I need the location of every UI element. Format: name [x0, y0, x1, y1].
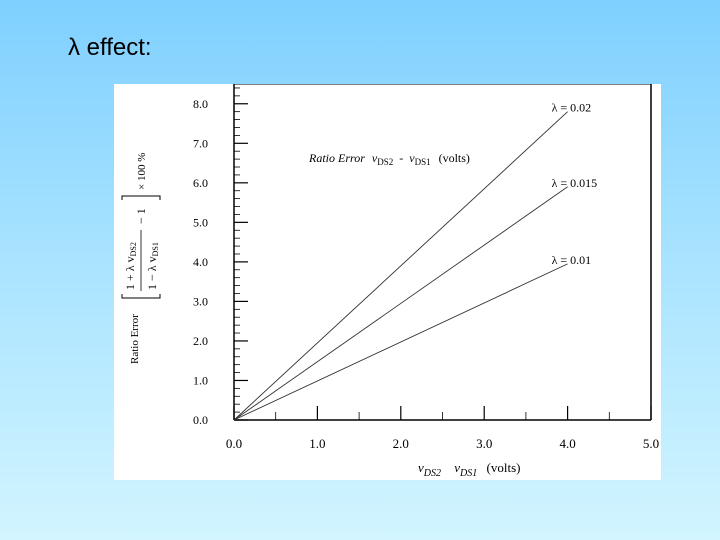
annotation-v1: v	[372, 151, 378, 165]
slide-title: λ effect:	[68, 34, 152, 61]
ylabel-den-sub: DS1	[151, 242, 160, 256]
ylabel-bracket-left	[121, 294, 161, 299]
ylabel-minus-one: − 1	[134, 208, 148, 224]
annotation-v1-sub: DS2	[377, 157, 393, 167]
x-tick-label: 2.0	[393, 436, 409, 451]
series-label-2: λ = 0.015	[552, 176, 598, 190]
x-tick-label: 4.0	[559, 436, 575, 451]
annotation-main: Ratio Error	[308, 151, 365, 165]
y-tick-label: 2.0	[193, 334, 208, 348]
chart-annotation: Ratio Error vDS2 - vDS1 (volts)	[308, 151, 470, 168]
series-labels: λ = 0.02 λ = 0.015 λ = 0.01	[552, 101, 598, 267]
y-tick-label: 4.0	[193, 255, 208, 269]
ylabel-num-sub: DS2	[129, 242, 138, 256]
x-tick-label: 0.0	[226, 436, 242, 451]
annotation-v2-sub: DS1	[415, 157, 431, 167]
xlabel-v1-sub: DS2	[423, 468, 441, 479]
y-tick-label: 1.0	[193, 373, 208, 387]
xlabel-unit: (volts)	[487, 460, 521, 475]
y-tick-label: 7.0	[193, 136, 208, 150]
y-axis-label: Ratio Error 1 + λ vDS2 1 − λ vDS1 − 1 × …	[121, 153, 161, 364]
x-axis-label: vDS2 vDS1 (volts)	[418, 460, 520, 479]
y-axis-ticks: 0.0 1.0 2.0 3.0 4.0 5.0 6.0 7.0 8.0	[193, 87, 248, 427]
annotation-unit: (volts)	[439, 151, 470, 165]
series-label-1: λ = 0.02	[552, 101, 592, 115]
ylabel-times: × 100 %	[136, 153, 148, 190]
ylabel-numerator: 1 + λ vDS2	[123, 242, 138, 290]
xlabel-v1: v	[418, 460, 424, 475]
series-label-3: λ = 0.01	[552, 253, 592, 267]
annotation-v2: v	[409, 151, 415, 165]
ylabel-bracket-right	[121, 195, 161, 200]
x-tick-label: 3.0	[476, 436, 492, 451]
x-axis-ticks: 0.0 1.0 2.0 3.0 4.0 5.0	[226, 406, 659, 451]
chart-figure: 0.0 1.0 2.0 3.0 4.0 5.0 6.0 7.0 8.0 0.0 1.0 2.0 3.0…	[114, 84, 661, 480]
series-line-2	[233, 186, 568, 421]
series-line-3	[233, 263, 568, 421]
y-tick-label: 0.0	[193, 413, 208, 427]
ylabel-prefix: Ratio Error	[129, 314, 141, 364]
xlabel-v2: v	[454, 460, 460, 475]
ylabel-denominator: 1 − λ vDS1	[145, 242, 160, 290]
y-tick-label: 8.0	[193, 97, 208, 111]
chart-svg: 0.0 1.0 2.0 3.0 4.0 5.0 6.0 7.0 8.0 0.0 1.0 2.0 3.0…	[121, 84, 659, 479]
ylabel-den: 1 − λ v	[145, 256, 159, 290]
series-line-1	[233, 111, 568, 421]
x-tick-label: 5.0	[643, 436, 659, 451]
ylabel-num: 1 + λ v	[123, 256, 137, 290]
annotation-dash: -	[399, 151, 403, 165]
y-tick-label: 3.0	[193, 294, 208, 308]
y-tick-label: 5.0	[193, 215, 208, 229]
y-tick-label: 6.0	[193, 176, 208, 190]
x-tick-label: 1.0	[309, 436, 325, 451]
xlabel-v2-sub: DS1	[459, 468, 477, 479]
series-lines	[233, 111, 568, 421]
